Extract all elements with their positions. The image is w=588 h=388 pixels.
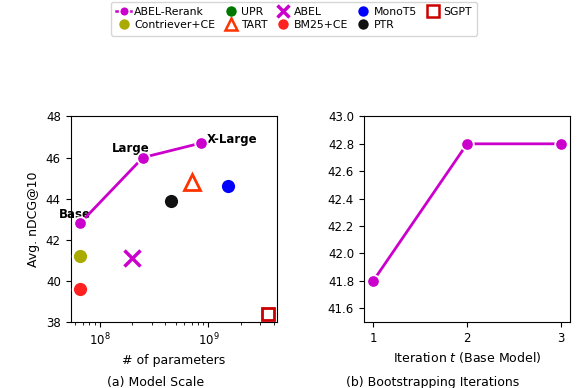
Text: X-Large: X-Large	[206, 133, 257, 146]
Text: Large: Large	[112, 142, 150, 155]
X-axis label: # of parameters: # of parameters	[122, 354, 225, 367]
Text: Base: Base	[59, 208, 91, 221]
Text: (b) Bootstrapping Iterations: (b) Bootstrapping Iterations	[346, 376, 519, 388]
Legend: ABEL-Rerank, Contriever+CE, UPR, TART, ABEL, BM25+CE, MonoT5, PTR, SGPT: ABEL-Rerank, Contriever+CE, UPR, TART, A…	[111, 2, 477, 36]
Y-axis label: Avg. nDCG@10: Avg. nDCG@10	[27, 171, 41, 267]
X-axis label: Iteration $t$ (Base Model): Iteration $t$ (Base Model)	[393, 350, 542, 365]
Text: (a) Model Scale: (a) Model Scale	[107, 376, 205, 388]
